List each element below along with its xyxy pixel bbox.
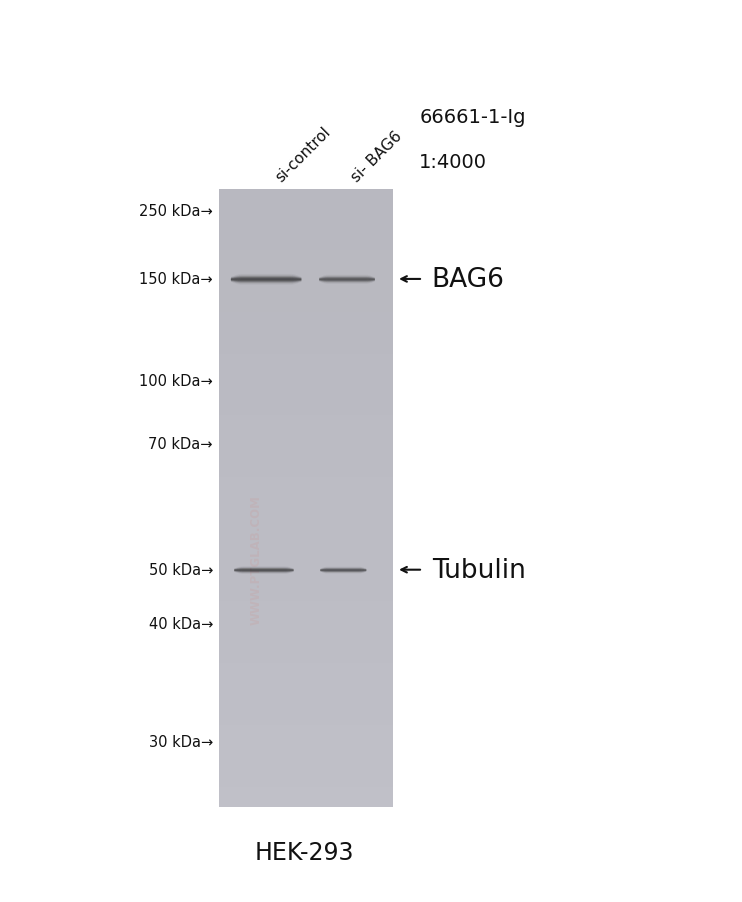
- Text: BAG6: BAG6: [432, 267, 505, 292]
- Bar: [219, 457, 393, 478]
- Bar: [219, 189, 393, 210]
- Bar: [219, 704, 393, 725]
- Bar: [219, 231, 393, 251]
- Bar: [219, 292, 393, 313]
- Bar: [219, 745, 393, 766]
- Text: HEK-293: HEK-293: [255, 841, 354, 864]
- Text: 30 kDa→: 30 kDa→: [148, 734, 213, 749]
- Text: WWW.PTGLAB.COM: WWW.PTGLAB.COM: [249, 494, 263, 624]
- Bar: [219, 498, 393, 519]
- Text: si-control: si-control: [272, 124, 333, 185]
- Bar: [219, 478, 393, 498]
- Bar: [219, 602, 393, 622]
- Text: 70 kDa→: 70 kDa→: [148, 437, 213, 451]
- Text: 50 kDa→: 50 kDa→: [148, 563, 213, 577]
- Bar: [219, 334, 393, 354]
- Text: 40 kDa→: 40 kDa→: [148, 617, 213, 631]
- Bar: [219, 539, 393, 560]
- Bar: [219, 663, 393, 684]
- Bar: [219, 313, 393, 334]
- Bar: [219, 272, 393, 292]
- Bar: [219, 581, 393, 602]
- Bar: [219, 251, 393, 272]
- Bar: [219, 766, 393, 787]
- Bar: [219, 189, 393, 807]
- Bar: [219, 395, 393, 416]
- Text: 100 kDa→: 100 kDa→: [139, 373, 213, 388]
- Bar: [219, 519, 393, 539]
- Bar: [219, 787, 393, 807]
- Text: Tubulin: Tubulin: [432, 557, 526, 583]
- Bar: [219, 416, 393, 437]
- Bar: [219, 210, 393, 231]
- Text: 150 kDa→: 150 kDa→: [139, 272, 213, 287]
- Bar: [219, 375, 393, 395]
- Text: 250 kDa→: 250 kDa→: [139, 204, 213, 218]
- Bar: [219, 725, 393, 745]
- Bar: [219, 684, 393, 704]
- Text: 1:4000: 1:4000: [419, 152, 487, 172]
- Bar: [219, 354, 393, 375]
- Text: 66661-1-Ig: 66661-1-Ig: [419, 107, 526, 127]
- Bar: [219, 560, 393, 581]
- Bar: [219, 437, 393, 457]
- Bar: [219, 642, 393, 663]
- Text: si- BAG6: si- BAG6: [349, 128, 405, 185]
- Bar: [219, 622, 393, 642]
